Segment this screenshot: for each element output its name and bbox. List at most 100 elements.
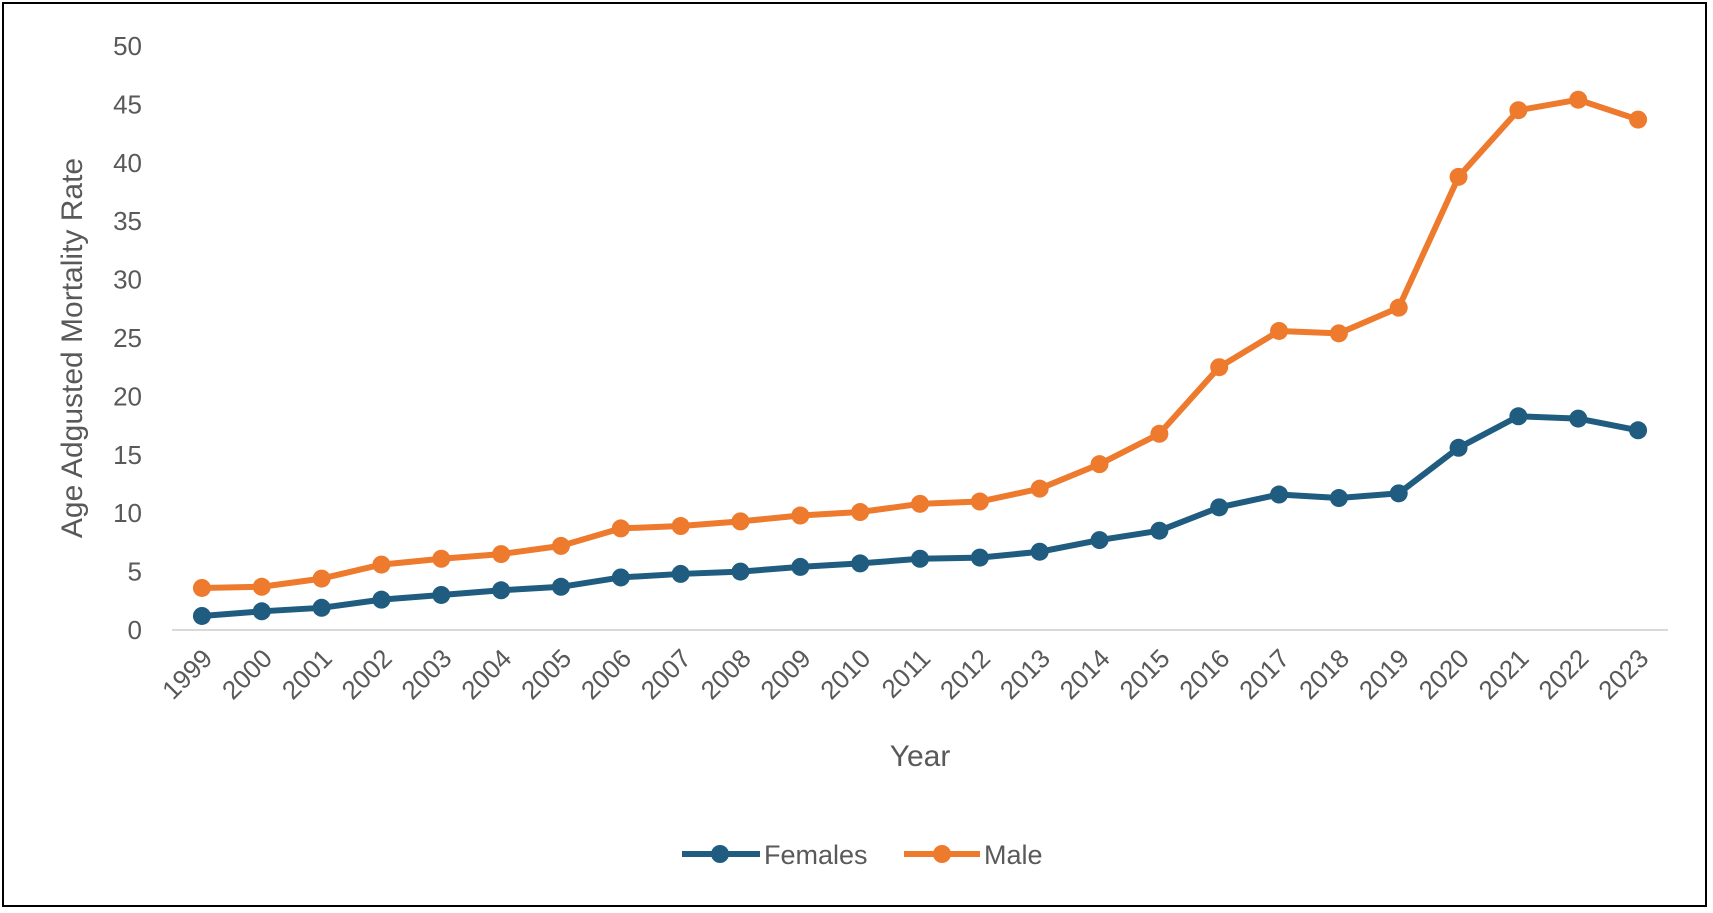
data-point-females (851, 554, 870, 573)
x-tick-label: 2010 (814, 643, 876, 705)
x-tick-label: 2013 (994, 643, 1056, 705)
legend-label-male: Male (984, 840, 1043, 870)
data-point-females (432, 585, 451, 604)
legend-item-male: Male (904, 840, 1043, 870)
x-tick-label: 2020 (1413, 643, 1475, 705)
x-tick-label: 2003 (395, 643, 457, 705)
data-point-male (1329, 324, 1348, 343)
data-point-male (731, 512, 750, 531)
y-tick-label: 35 (113, 206, 142, 236)
series-points (192, 90, 1648, 625)
data-point-females (970, 548, 989, 567)
data-point-male (791, 506, 810, 525)
legend-label-females: Females (764, 840, 868, 870)
legend-marker-male (933, 845, 951, 863)
data-point-females (791, 557, 810, 576)
data-point-male (252, 577, 271, 596)
x-tick-label: 1999 (156, 643, 218, 705)
data-point-females (1329, 489, 1348, 508)
x-tick-label: 2021 (1473, 643, 1535, 705)
y-tick-label: 45 (113, 89, 142, 119)
y-tick-label: 25 (113, 323, 142, 353)
data-point-male (1030, 479, 1049, 498)
data-point-females (671, 564, 690, 583)
data-point-females (911, 549, 929, 568)
y-tick-label: 0 (128, 615, 142, 645)
data-point-male (1270, 321, 1289, 340)
data-point-females (1449, 438, 1468, 457)
series-lines (198, 96, 1642, 619)
series-line-females (198, 413, 1642, 619)
x-tick-label: 2009 (754, 643, 816, 705)
data-point-male (372, 555, 391, 574)
x-tick-label: 2015 (1113, 643, 1175, 705)
data-point-females (192, 606, 211, 625)
x-tick-label: 2007 (635, 643, 697, 705)
data-point-male (312, 569, 331, 588)
data-point-male (551, 536, 570, 555)
y-tick-label: 40 (113, 148, 142, 178)
data-point-male (1449, 167, 1468, 186)
x-tick-label: 2008 (695, 643, 757, 705)
data-point-females (611, 568, 630, 587)
data-point-females (1210, 498, 1229, 517)
x-tick-label: 2019 (1353, 643, 1415, 705)
legend-item-females: Females (682, 840, 868, 870)
legend-marker-females (711, 845, 729, 863)
x-tick-label: 2000 (216, 643, 278, 705)
data-point-male (1090, 455, 1109, 474)
x-tick-label: 2012 (934, 643, 996, 705)
data-point-male (432, 549, 451, 568)
data-point-females (492, 581, 511, 600)
data-point-male (1389, 298, 1408, 317)
x-tick-label: 2001 (276, 643, 338, 705)
x-tick-label: 2022 (1532, 643, 1594, 705)
y-tick-label: 15 (113, 440, 142, 470)
data-point-females (312, 598, 331, 617)
data-point-male (911, 494, 929, 513)
data-point-male (970, 492, 989, 511)
data-point-male (1629, 110, 1648, 129)
x-tick-label: 2014 (1054, 643, 1116, 705)
data-point-females (551, 577, 570, 596)
data-point-females (1629, 421, 1648, 440)
data-point-male (1509, 101, 1528, 120)
data-point-male (1569, 90, 1588, 109)
y-tick-label: 30 (113, 265, 142, 295)
data-point-females (1389, 484, 1408, 503)
x-tick-label: 2011 (875, 643, 936, 704)
y-tick-label: 50 (113, 31, 142, 61)
x-axis-ticks: 1999200020012002200320042005200620072008… (156, 643, 1654, 705)
data-point-females (1509, 407, 1528, 426)
x-axis-title: Year (890, 740, 951, 773)
x-tick-label: 2004 (455, 643, 517, 705)
x-tick-label: 2005 (515, 643, 577, 705)
data-point-male (1150, 424, 1169, 443)
x-tick-label: 2002 (336, 643, 398, 705)
y-tick-label: 5 (128, 557, 142, 587)
data-point-females (1150, 521, 1169, 540)
y-axis-ticks: 0 5 10 15 20 25 30 35 40 45 50 (113, 31, 142, 645)
y-tick-label: 20 (113, 381, 142, 411)
x-tick-label: 2016 (1173, 643, 1235, 705)
data-point-male (192, 578, 211, 597)
data-point-females (1030, 542, 1049, 561)
x-tick-label: 2006 (575, 643, 637, 705)
data-point-male (611, 519, 630, 538)
x-tick-label: 2017 (1233, 643, 1295, 705)
data-point-females (731, 562, 750, 581)
x-tick-label: 2023 (1592, 643, 1654, 705)
y-axis-title: Age Adgusted Mortality Rate (56, 158, 89, 538)
y-tick-label: 10 (113, 498, 142, 528)
data-point-females (252, 602, 271, 621)
data-point-females (1270, 485, 1289, 504)
series-line-male (198, 96, 1642, 591)
data-point-male (1210, 358, 1229, 377)
data-point-male (671, 517, 690, 536)
x-tick-label: 2018 (1293, 643, 1355, 705)
data-point-male (492, 545, 511, 564)
data-point-females (1090, 531, 1109, 550)
legend: Females Male (682, 840, 1043, 870)
